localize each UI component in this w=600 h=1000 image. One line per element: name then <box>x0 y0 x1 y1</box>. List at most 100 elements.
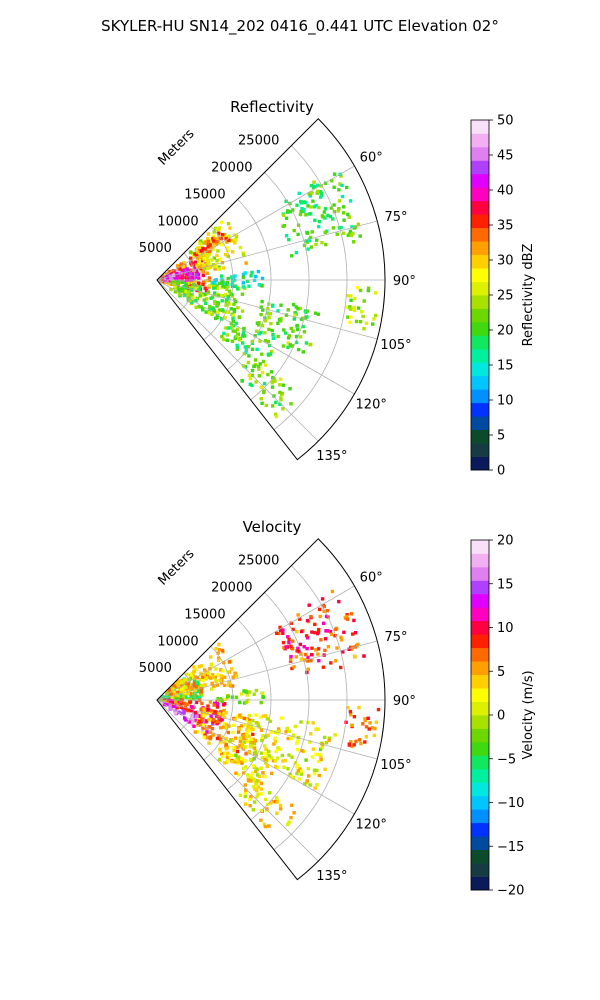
echo-cell <box>233 274 237 278</box>
echo-cell <box>276 727 281 731</box>
echo-cell <box>273 740 278 744</box>
echo-cell <box>306 655 310 659</box>
echo-cell <box>201 675 205 679</box>
echo-cell <box>297 777 301 781</box>
echo-cell <box>308 740 312 744</box>
echo-cell <box>215 259 219 263</box>
echo-cell <box>183 275 187 279</box>
echo-field <box>157 172 378 419</box>
echo-cell <box>182 711 186 715</box>
colorbar-segment <box>471 308 489 323</box>
echo-cell <box>249 776 254 780</box>
echo-cell <box>286 736 290 741</box>
echo-cell <box>196 250 200 254</box>
colorbar-tick-label: 45 <box>497 149 514 164</box>
echo-cell <box>296 232 300 237</box>
colorbar-segment <box>471 782 489 797</box>
echo-cell <box>313 630 317 635</box>
echo-cell <box>164 703 169 707</box>
colorbar-segment <box>471 540 489 554</box>
echo-cell <box>323 181 328 185</box>
echo-cell <box>187 293 191 297</box>
echo-cell <box>242 253 246 257</box>
echo-cell <box>234 771 238 775</box>
echo-cell <box>364 725 369 729</box>
colorbar-tick-label: 35 <box>497 219 514 234</box>
echo-cell <box>201 307 205 311</box>
echo-cell <box>213 301 217 305</box>
echo-cell <box>217 236 221 240</box>
echo-cell <box>357 705 361 710</box>
echo-cell <box>208 728 212 732</box>
echo-cell <box>309 342 313 347</box>
echo-cell <box>210 312 214 316</box>
echo-cell <box>319 755 323 759</box>
echo-cell <box>287 238 291 242</box>
echo-cell <box>310 653 314 657</box>
echo-cell <box>322 604 326 609</box>
echo-cell <box>321 665 326 669</box>
echo-cell <box>291 775 296 780</box>
echo-cell <box>200 707 204 711</box>
echo-cell <box>246 739 250 743</box>
echo-cell <box>215 227 220 232</box>
echo-cell <box>267 754 271 758</box>
echo-cell <box>298 306 302 311</box>
echo-cell <box>198 294 202 298</box>
colorbar-tick-label: 0 <box>497 709 505 724</box>
echo-cell <box>206 237 210 241</box>
echo-cell <box>219 737 223 742</box>
echo-cell <box>211 722 215 726</box>
echo-cell <box>222 266 226 270</box>
echo-cell <box>247 354 251 358</box>
echo-cell <box>283 331 288 335</box>
echo-cell <box>288 387 292 391</box>
echo-cell <box>216 673 220 677</box>
echo-cell <box>189 694 193 698</box>
echo-cell <box>224 697 228 702</box>
echo-cell <box>217 267 221 271</box>
range-ring <box>203 645 234 761</box>
echo-cell <box>240 379 244 383</box>
echo-cell <box>374 291 378 295</box>
echo-cell <box>201 723 205 727</box>
echo-cell <box>364 321 369 325</box>
echo-cell <box>179 711 184 715</box>
echo-cell <box>179 687 184 691</box>
echo-cell <box>271 304 275 308</box>
echo-cell <box>222 337 226 342</box>
echo-cell <box>208 304 212 309</box>
echo-cell <box>297 617 302 621</box>
colorbar-segment <box>471 674 489 689</box>
echo-cell <box>263 757 267 761</box>
echo-cell <box>195 714 199 718</box>
echo-cell <box>215 239 219 244</box>
range-ring <box>273 145 348 431</box>
echo-cell <box>189 687 193 691</box>
echo-cell <box>184 693 188 697</box>
panel-title: Reflectivity <box>230 98 314 116</box>
echo-cell <box>227 680 231 684</box>
echo-cell <box>222 761 227 765</box>
echo-cell <box>327 738 331 743</box>
echo-cell <box>246 360 251 365</box>
echo-cell <box>228 738 233 743</box>
echo-cell <box>189 256 193 260</box>
echo-cell <box>225 280 230 285</box>
colorbar-tick-label: 0 <box>497 464 505 479</box>
echo-cell <box>180 684 184 688</box>
echo-cell <box>317 205 321 210</box>
echo-cell <box>222 708 226 713</box>
echo-cell <box>209 245 213 250</box>
echo-cell <box>315 783 319 787</box>
echo-cell <box>204 310 208 314</box>
colorbar-segment <box>471 348 489 363</box>
echo-cell <box>177 288 182 293</box>
echo-cell <box>320 745 324 749</box>
echo-cell <box>277 631 281 636</box>
echo-cell <box>310 755 314 759</box>
echo-cell <box>234 695 239 699</box>
echo-cell <box>366 288 370 293</box>
echo-cell <box>259 766 263 770</box>
